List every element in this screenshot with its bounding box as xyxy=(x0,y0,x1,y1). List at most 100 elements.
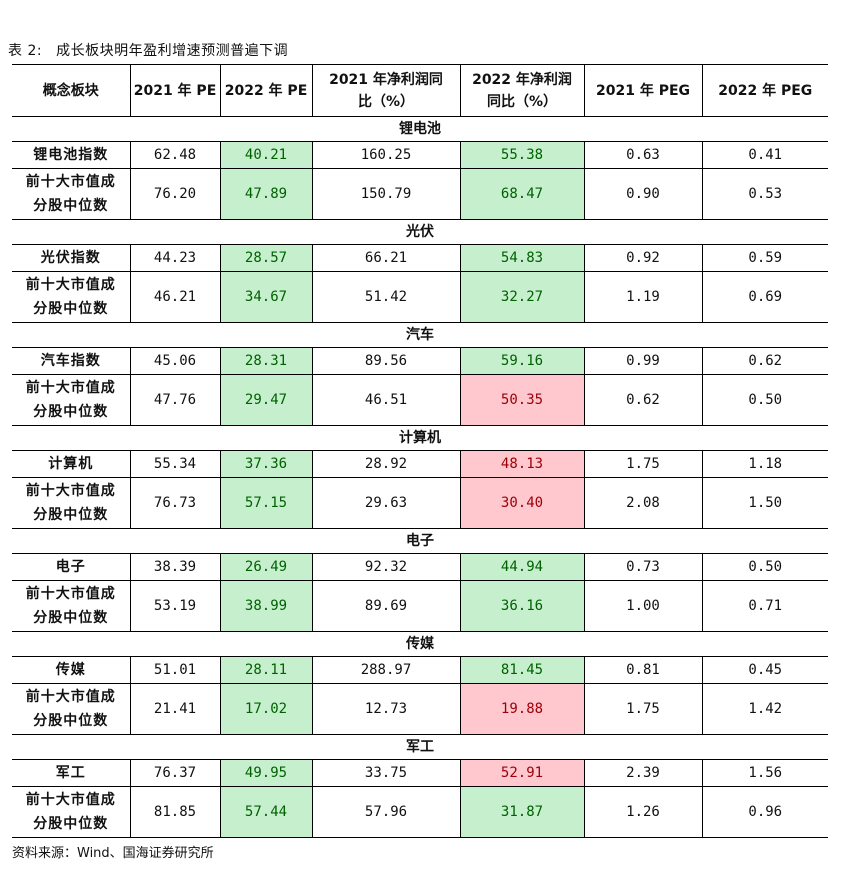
value-cell: 0.69 xyxy=(701,271,828,323)
row-name: 前十大市值成分股中位数 xyxy=(12,477,131,529)
value-cell: 44.23 xyxy=(129,244,221,272)
header-cell: 2022 年 PE xyxy=(219,64,313,117)
section-row: 军工 xyxy=(12,734,828,760)
row-name: 汽车指数 xyxy=(12,347,131,375)
value-cell: 1.42 xyxy=(701,683,828,735)
row-name: 军工 xyxy=(12,759,131,787)
value-cell: 49.95 xyxy=(219,759,313,787)
value-cell: 0.59 xyxy=(701,244,828,272)
value-cell: 66.21 xyxy=(311,244,461,272)
table-caption: 表 2: 成长板块明年盈利增速预测普遍下调 xyxy=(8,40,288,60)
pe-table: 概念板块 2021 年 PE 2022 年 PE 2021 年净利润同比（%） … xyxy=(12,64,828,838)
section-title: 电子 xyxy=(12,528,828,554)
table-row: 前十大市值成分股中位数 81.85 57.44 57.96 31.87 1.26 0.96 xyxy=(12,786,828,838)
value-cell: 51.42 xyxy=(311,271,461,323)
value-cell: 0.81 xyxy=(583,656,703,684)
section-row: 锂电池 xyxy=(12,116,828,142)
value-cell: 55.38 xyxy=(459,141,585,169)
header-cell: 2021 年净利润同比（%） xyxy=(311,64,461,117)
value-cell: 44.94 xyxy=(459,553,585,581)
value-cell: 0.50 xyxy=(701,553,828,581)
table-row: 前十大市值成分股中位数 21.41 17.02 12.73 19.88 1.75 1.42 xyxy=(12,683,828,735)
table-row: 电子 38.39 26.49 92.32 44.94 0.73 0.50 xyxy=(12,553,828,581)
table-row: 军工 76.37 49.95 33.75 52.91 2.39 1.56 xyxy=(12,759,828,787)
value-cell: 1.56 xyxy=(701,759,828,787)
value-cell: 76.37 xyxy=(129,759,221,787)
value-cell: 0.73 xyxy=(583,553,703,581)
value-cell: 150.79 xyxy=(311,168,461,220)
value-cell: 0.63 xyxy=(583,141,703,169)
value-cell: 26.49 xyxy=(219,553,313,581)
value-cell: 30.40 xyxy=(459,477,585,529)
value-cell: 36.16 xyxy=(459,580,585,632)
row-name: 计算机 xyxy=(12,450,131,478)
value-cell: 92.32 xyxy=(311,553,461,581)
value-cell: 57.96 xyxy=(311,786,461,838)
section-row: 汽车 xyxy=(12,322,828,348)
value-cell: 46.51 xyxy=(311,374,461,426)
section-row: 电子 xyxy=(12,528,828,554)
value-cell: 76.20 xyxy=(129,168,221,220)
value-cell: 0.53 xyxy=(701,168,828,220)
value-cell: 1.00 xyxy=(583,580,703,632)
value-cell: 28.11 xyxy=(219,656,313,684)
value-cell: 40.21 xyxy=(219,141,313,169)
row-name: 传媒 xyxy=(12,656,131,684)
value-cell: 50.35 xyxy=(459,374,585,426)
section-title: 军工 xyxy=(12,734,828,760)
row-name: 前十大市值成分股中位数 xyxy=(12,271,131,323)
value-cell: 160.25 xyxy=(311,141,461,169)
value-cell: 68.47 xyxy=(459,168,585,220)
value-cell: 47.76 xyxy=(129,374,221,426)
value-cell: 12.73 xyxy=(311,683,461,735)
value-cell: 48.13 xyxy=(459,450,585,478)
value-cell: 62.48 xyxy=(129,141,221,169)
value-cell: 81.45 xyxy=(459,656,585,684)
value-cell: 29.47 xyxy=(219,374,313,426)
source-note: 资料来源：Wind、国海证券研究所 xyxy=(12,846,214,861)
value-cell: 31.87 xyxy=(459,786,585,838)
value-cell: 19.88 xyxy=(459,683,585,735)
value-cell: 57.15 xyxy=(219,477,313,529)
value-cell: 38.39 xyxy=(129,553,221,581)
table-row: 前十大市值成分股中位数 76.20 47.89 150.79 68.47 0.90 0.53 xyxy=(12,168,828,220)
value-cell: 0.41 xyxy=(701,141,828,169)
value-cell: 0.90 xyxy=(583,168,703,220)
value-cell: 32.27 xyxy=(459,271,585,323)
header-cell: 2022 年净利润同比（%） xyxy=(459,64,585,117)
value-cell: 288.97 xyxy=(311,656,461,684)
value-cell: 28.57 xyxy=(219,244,313,272)
value-cell: 1.75 xyxy=(583,450,703,478)
table-row: 汽车指数 45.06 28.31 89.56 59.16 0.99 0.62 xyxy=(12,347,828,375)
row-name: 光伏指数 xyxy=(12,244,131,272)
value-cell: 28.31 xyxy=(219,347,313,375)
header-cell: 概念板块 xyxy=(12,64,131,117)
row-name: 前十大市值成分股中位数 xyxy=(12,374,131,426)
value-cell: 46.21 xyxy=(129,271,221,323)
table-row: 计算机 55.34 37.36 28.92 48.13 1.75 1.18 xyxy=(12,450,828,478)
table-row: 前十大市值成分股中位数 47.76 29.47 46.51 50.35 0.62 0.50 xyxy=(12,374,828,426)
section-title: 计算机 xyxy=(12,425,828,451)
value-cell: 34.67 xyxy=(219,271,313,323)
value-cell: 0.71 xyxy=(701,580,828,632)
value-cell: 53.19 xyxy=(129,580,221,632)
section-title: 锂电池 xyxy=(12,116,828,142)
value-cell: 0.45 xyxy=(701,656,828,684)
value-cell: 1.75 xyxy=(583,683,703,735)
value-cell: 0.99 xyxy=(583,347,703,375)
value-cell: 51.01 xyxy=(129,656,221,684)
section-title: 汽车 xyxy=(12,322,828,348)
value-cell: 29.63 xyxy=(311,477,461,529)
caption-label: 表 2: xyxy=(8,43,43,59)
row-name: 前十大市值成分股中位数 xyxy=(12,168,131,220)
value-cell: 0.62 xyxy=(701,347,828,375)
value-cell: 33.75 xyxy=(311,759,461,787)
value-cell: 0.92 xyxy=(583,244,703,272)
table-row: 前十大市值成分股中位数 46.21 34.67 51.42 32.27 1.19 0.69 xyxy=(12,271,828,323)
value-cell: 0.62 xyxy=(583,374,703,426)
value-cell: 55.34 xyxy=(129,450,221,478)
row-name: 锂电池指数 xyxy=(12,141,131,169)
value-cell: 0.96 xyxy=(701,786,828,838)
row-name: 电子 xyxy=(12,553,131,581)
value-cell: 76.73 xyxy=(129,477,221,529)
